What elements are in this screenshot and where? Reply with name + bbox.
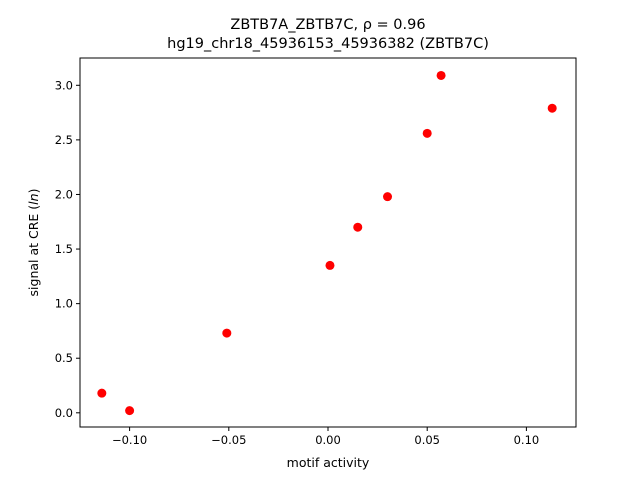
y-axis-label-end: ) (26, 189, 41, 194)
y-tick-label: 2.5 (55, 133, 73, 147)
data-point (422, 128, 432, 138)
chart-title-line2: hg19_chr18_45936153_45936382 (ZBTB7C) (167, 36, 489, 52)
y-tick-label: 0.0 (55, 406, 73, 420)
x-tick-label: 0.05 (414, 433, 440, 447)
data-point (222, 328, 232, 338)
data-point (325, 260, 335, 270)
y-tick-label: 0.5 (55, 351, 73, 365)
y-axis-label-main: signal at CRE ( (26, 205, 41, 297)
x-tick-label: 0.10 (514, 433, 540, 447)
axes-frame (79, 57, 577, 428)
x-axis-label: motif activity (287, 455, 370, 470)
y-tick-label: 1.0 (55, 297, 73, 311)
chart-title-line1: ZBTB7A_ZBTB7C, ρ = 0.96 (230, 17, 425, 33)
y-tick-label: 1.5 (55, 242, 73, 256)
data-point (97, 388, 107, 398)
data-point (125, 406, 135, 416)
plot-area (97, 70, 557, 416)
x-tick-label: −0.10 (112, 433, 147, 447)
y-tick-label: 2.0 (55, 187, 73, 201)
x-tick-label: −0.05 (211, 433, 246, 447)
y-tick-label: 3.0 (55, 78, 73, 92)
data-point (383, 192, 393, 202)
data-point (547, 103, 557, 113)
data-point (436, 70, 446, 80)
data-point (353, 222, 363, 232)
y-axis-label: signal at CRE (ln) (26, 189, 41, 297)
x-tick-label: 0.00 (315, 433, 341, 447)
y-axis-label-italic: ln (26, 193, 41, 204)
